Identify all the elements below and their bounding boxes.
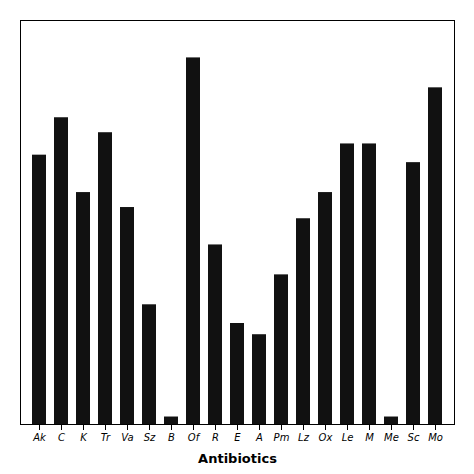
svg-text:Antibiotics: Antibiotics <box>198 451 277 466</box>
svg-text:A: A <box>255 432 263 443</box>
svg-text:Mo: Mo <box>428 432 443 443</box>
svg-text:Ak: Ak <box>32 432 47 443</box>
svg-text:Va: Va <box>121 432 133 443</box>
svg-text:B: B <box>168 432 175 443</box>
svg-text:Tr: Tr <box>101 432 111 443</box>
svg-text:Sc: Sc <box>408 432 420 443</box>
svg-text:Lz: Lz <box>298 432 310 443</box>
svg-text:Le: Le <box>342 432 354 443</box>
svg-text:Pm: Pm <box>274 432 290 443</box>
svg-text:Ox: Ox <box>319 432 333 443</box>
svg-text:M: M <box>365 432 374 443</box>
svg-text:Sz: Sz <box>144 432 156 443</box>
svg-text:C: C <box>58 432 65 443</box>
svg-text:Of: Of <box>188 432 201 443</box>
svg-text:Me: Me <box>384 432 399 443</box>
svg-text:K: K <box>80 432 88 443</box>
svg-text:E: E <box>234 432 241 443</box>
svg-text:R: R <box>212 432 219 443</box>
